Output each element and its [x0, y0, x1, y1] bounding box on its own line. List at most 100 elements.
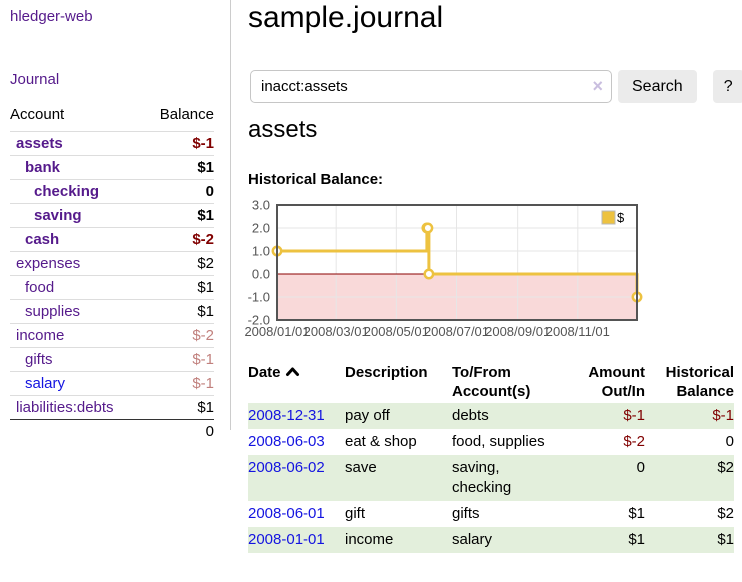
register-header-date-label: Date [248, 364, 281, 381]
register-balance: 0 [725, 433, 734, 450]
legend-label: $ [617, 210, 625, 225]
y-tick-label: 2.0 [252, 221, 270, 236]
sidebar-account-link[interactable]: salary [25, 375, 66, 392]
clear-search-icon[interactable]: × [592, 76, 603, 96]
register-description: income [345, 531, 394, 548]
register-description: gift [345, 505, 366, 522]
register-row: 2008-06-02 save saving, checking 0 $2 [248, 455, 734, 501]
y-tick-label: 0.0 [252, 267, 270, 282]
account-row: food $1 [10, 275, 214, 300]
account-row: gifts $-1 [10, 347, 214, 372]
accounts-total-row: 0 [10, 419, 214, 443]
register-date-link[interactable]: 2008-12-31 [248, 407, 325, 424]
register-row: 2008-06-01 gift gifts $1 $2 [248, 501, 734, 527]
register-description: pay off [345, 407, 390, 424]
sidebar-account-link[interactable]: liabilities:debts [16, 399, 114, 416]
register-date-link[interactable]: 2008-06-01 [248, 505, 325, 522]
search-field-wrap: × [250, 70, 612, 103]
register-description: save [345, 459, 377, 476]
register-description: eat & shop [345, 433, 417, 450]
sidebar-account-link[interactable]: cash [25, 231, 60, 248]
account-balance: $1 [143, 275, 214, 300]
legend-swatch [601, 210, 616, 225]
register-amount: $-2 [623, 433, 645, 450]
account-row: bank $1 [10, 155, 214, 180]
account-balance: 0 [143, 179, 214, 204]
sidebar-account-link[interactable]: gifts [25, 351, 53, 368]
sidebar-account-link[interactable]: supplies [25, 303, 81, 320]
sidebar-account-link[interactable]: expenses [16, 255, 81, 272]
register-accounts: salary [452, 531, 493, 548]
account-balance: $1 [143, 155, 214, 180]
register-amount: $1 [628, 505, 645, 522]
search-button[interactable]: Search [618, 70, 697, 103]
sidebar-account-link[interactable]: saving [34, 207, 82, 224]
register-date-link[interactable]: 2008-06-03 [248, 433, 325, 450]
register-header-accounts: To/From Account(s) [452, 364, 531, 400]
y-tick-label: 1.0 [252, 244, 270, 259]
app-title-link[interactable]: hledger-web [10, 8, 93, 25]
x-tick-label: 2008/11/01 [546, 324, 610, 339]
register-amount: 0 [636, 459, 645, 476]
account-balance: $-2 [143, 323, 214, 348]
y-tick-label: 3.0 [252, 200, 270, 213]
account-heading: assets [248, 116, 318, 143]
account-row: liabilities:debts $1 [10, 395, 214, 420]
balance-chart-svg: $3.0 2.0 1.0 0.0 -1.0 -2.02008/01/012008/03/0… [244, 198, 643, 339]
plot-border [276, 204, 638, 321]
x-tick-label: 2008/05/01 [364, 324, 429, 339]
register-accounts: debts [452, 407, 489, 424]
account-row: income $-2 [10, 323, 214, 348]
register-row: 2008-06-03 eat & shop food, supplies $-2 0 [248, 429, 734, 455]
account-row: salary $-1 [10, 371, 214, 396]
account-balance: $2 [143, 251, 214, 276]
register-balance: $1 [717, 531, 734, 548]
x-tick-label: 2008/09/01 [485, 324, 550, 339]
sidebar-account-link[interactable]: food [25, 279, 55, 296]
register-date-link[interactable]: 2008-01-01 [248, 531, 325, 548]
register-accounts: saving, checking [452, 459, 512, 496]
register-header-date[interactable]: Date [248, 363, 345, 403]
accounts-table: Account Balance assets $-1 bank $1 checking 0… [10, 98, 214, 443]
help-button[interactable]: ? [712, 70, 742, 103]
data-point-marker [422, 222, 434, 234]
sidebar-item-journal[interactable]: Journal [10, 71, 60, 88]
historical-balance-chart: $3.0 2.0 1.0 0.0 -1.0 -2.0 2008/01/01 2008/03/0… [238, 198, 650, 342]
account-balance: $-1 [143, 347, 214, 372]
x-tick-label: 2008/07/01 [424, 324, 489, 339]
account-row: assets $-1 [10, 131, 214, 156]
account-balance: $-1 [143, 371, 214, 396]
search-input[interactable] [250, 70, 612, 103]
sort-ascending-icon [285, 367, 299, 376]
y-tick-label: -2.0 [248, 313, 270, 328]
register-accounts: gifts [452, 505, 480, 522]
sidebar-divider [230, 0, 231, 430]
chart-title: Historical Balance: [248, 171, 384, 188]
register-amount: $-1 [623, 407, 645, 424]
sidebar-account-link[interactable]: checking [34, 183, 100, 200]
account-row: supplies $1 [10, 299, 214, 324]
register-amount: $1 [628, 531, 645, 548]
register-row: 2008-01-01 income salary $1 $1 [248, 527, 734, 553]
x-tick-label: 2008/01/01 [244, 324, 309, 339]
register-header-description: Description [345, 364, 428, 381]
register-row: 2008-12-31 pay off debts $-1 $-1 [248, 403, 734, 429]
account-row: checking 0 [10, 179, 214, 204]
register-header-amount: Amount Out/In [588, 364, 645, 400]
sidebar-account-link[interactable]: bank [25, 159, 61, 176]
accounts-header-balance: Balance [159, 106, 214, 123]
register-date-link[interactable]: 2008-06-02 [248, 459, 325, 476]
accounts-total-value: 0 [143, 419, 214, 443]
y-tick-label: -1.0 [248, 290, 270, 305]
register-balance: $-1 [712, 407, 734, 424]
account-row: expenses $2 [10, 251, 214, 276]
account-balance: $-2 [143, 227, 214, 252]
x-tick-label: 2008/03/01 [304, 324, 369, 339]
register-accounts: food, supplies [452, 433, 545, 450]
sidebar-account-link[interactable]: assets [16, 135, 63, 152]
register-tbody: 2008-12-31 pay off debts $-1 $-1 2008-06-03 ea… [248, 403, 734, 553]
sidebar-account-link[interactable]: income [16, 327, 65, 344]
search-form: × Search ? [250, 70, 742, 103]
register-balance: $2 [717, 459, 734, 476]
account-balance: $1 [143, 299, 214, 324]
